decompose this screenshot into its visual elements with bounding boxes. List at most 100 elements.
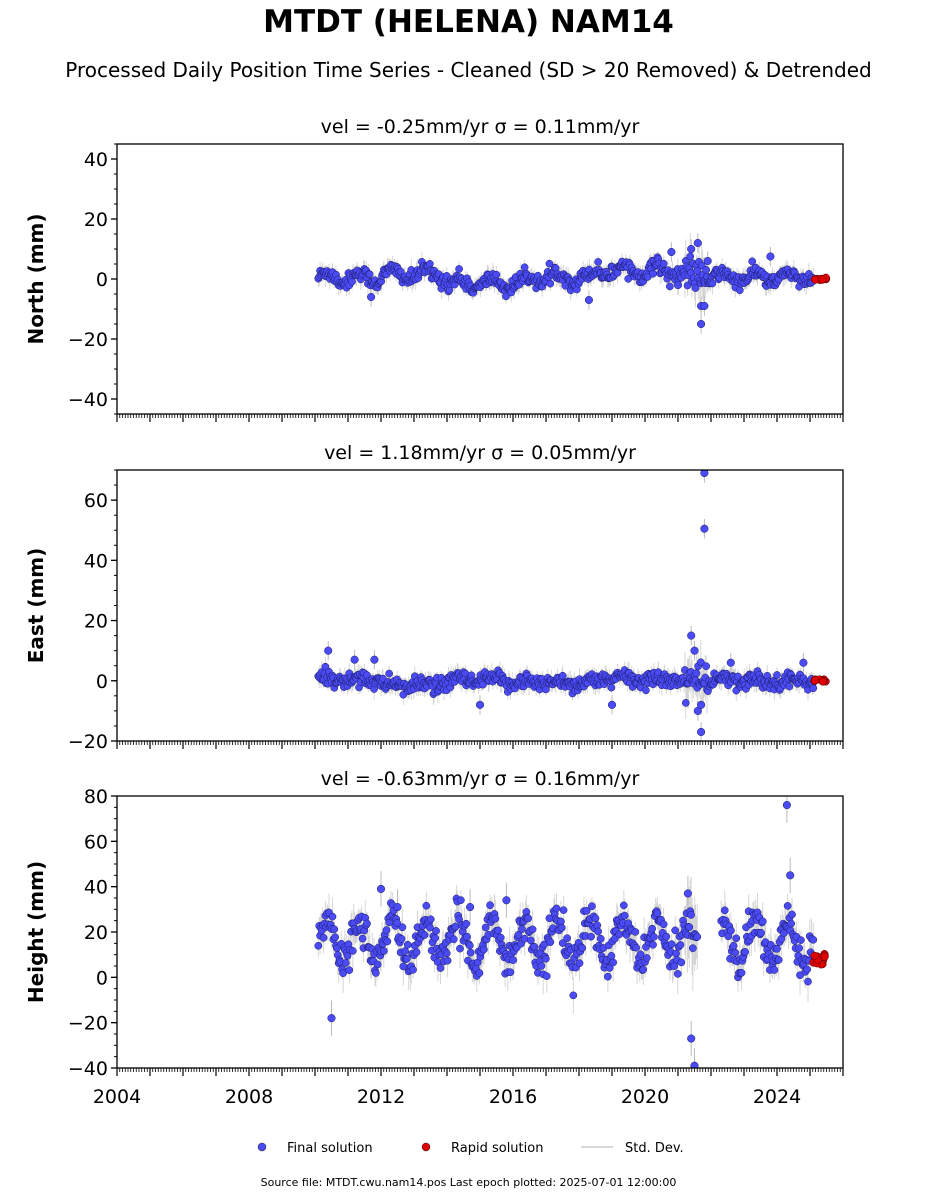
data-point-final [496, 933, 505, 942]
data-point-final [422, 901, 431, 910]
data-point-final [491, 914, 500, 923]
data-point-final [689, 944, 697, 953]
data-point-final [708, 279, 717, 288]
x-tick-label: 2020 [621, 1086, 669, 1108]
data-point-rapid [811, 275, 820, 284]
data-point-outlier [697, 700, 706, 709]
data-point-final [465, 941, 474, 950]
data-point-final [649, 269, 657, 278]
data-point-final [373, 960, 382, 969]
legend-marker [421, 1142, 431, 1152]
y-tick-label: 20 [84, 209, 108, 231]
data-point-final [732, 934, 741, 943]
data-point-final [662, 932, 671, 941]
y-tick-label: 0 [96, 671, 108, 693]
source-note: Source file: MTDT.cwu.nam14.pos Last epo… [260, 1176, 677, 1189]
data-point-rapid [810, 951, 819, 960]
data-point-final [677, 958, 686, 967]
data-point-final [341, 959, 350, 967]
y-tick-label: 40 [84, 550, 108, 572]
data-point-final [509, 956, 517, 964]
y-tick-label: −20 [68, 1013, 108, 1035]
data-point-final [797, 936, 805, 944]
data-point-final [758, 917, 767, 926]
data-point-outlier [324, 646, 333, 655]
data-point-final [648, 924, 656, 933]
data-point-final [653, 909, 662, 918]
data-point-final [691, 284, 700, 292]
data-point-final [591, 914, 600, 923]
x-tick-label: 2016 [489, 1086, 537, 1108]
panel-data-2 [314, 470, 830, 741]
data-point-outlier [667, 247, 676, 257]
panel-title: vel = -0.25mm/yr σ = 0.11mm/yr [321, 116, 640, 138]
rapid-points [810, 675, 830, 686]
y-tick-label: −40 [68, 1058, 108, 1080]
data-point-final [582, 907, 591, 915]
data-point-outlier [370, 655, 379, 664]
data-point-final [676, 941, 685, 949]
data-point-rapid [811, 676, 820, 685]
data-point-outlier [687, 244, 696, 254]
data-point-final [397, 934, 406, 943]
data-point-outlier [690, 1061, 699, 1068]
data-point-final [757, 929, 765, 937]
data-point-final [632, 943, 641, 952]
data-point-final [449, 935, 458, 944]
legend: Final solution Rapid solution Std. Dev. [257, 1141, 684, 1156]
data-point-outlier [700, 524, 709, 533]
data-point-final [372, 969, 380, 977]
data-point-final [672, 949, 680, 958]
data-point-final [426, 260, 434, 268]
data-point-final [463, 932, 471, 941]
data-point-final [783, 902, 792, 910]
y-tick-label: −20 [68, 731, 108, 753]
data-point-final [770, 966, 779, 974]
data-point-final [393, 919, 401, 927]
data-point-final [693, 933, 702, 941]
data-point-final [451, 922, 460, 931]
data-point-final [455, 265, 463, 273]
data-point-final [787, 919, 796, 928]
data-point-outlier [766, 252, 775, 261]
chart-subtitle: Processed Daily Position Time Series - C… [65, 58, 872, 82]
data-point-final [443, 956, 452, 965]
data-point-final [480, 945, 488, 954]
legend-label: Final solution [287, 1141, 373, 1156]
data-point-final [403, 954, 411, 963]
data-point-final [636, 950, 645, 959]
data-point-final [365, 270, 374, 279]
x-tick-label: 2004 [93, 1086, 141, 1108]
data-point-outlier [782, 801, 791, 810]
final-points [314, 470, 818, 737]
data-point-final [546, 279, 555, 288]
data-point-final [457, 896, 465, 905]
std-dev-bars [317, 470, 814, 741]
data-point-final [363, 919, 371, 928]
data-point-outlier [700, 470, 709, 478]
data-point-final [774, 955, 783, 964]
data-point-final [506, 968, 515, 977]
data-point-outlier [697, 727, 706, 737]
data-point-final [737, 968, 746, 977]
final-points [314, 801, 818, 1068]
data-point-outlier [700, 301, 709, 311]
data-point-outlier [607, 700, 617, 709]
data-point-final [702, 662, 711, 671]
data-point-final [659, 920, 668, 929]
data-point-final [409, 965, 417, 974]
rapid-points [809, 949, 829, 969]
data-point-final [339, 969, 347, 978]
data-point-final [804, 977, 812, 986]
data-point-final [609, 958, 618, 967]
data-point-final [741, 948, 749, 956]
data-point-final [436, 964, 445, 972]
data-point-final [729, 942, 738, 950]
data-point-final [385, 669, 393, 678]
chart-title: MTDT (HELENA) NAM14 [263, 4, 674, 40]
data-point-final [809, 684, 818, 693]
data-point-final [687, 911, 695, 919]
data-point-final [431, 934, 440, 942]
data-point-rapid [820, 952, 829, 961]
data-point-final [702, 266, 711, 274]
